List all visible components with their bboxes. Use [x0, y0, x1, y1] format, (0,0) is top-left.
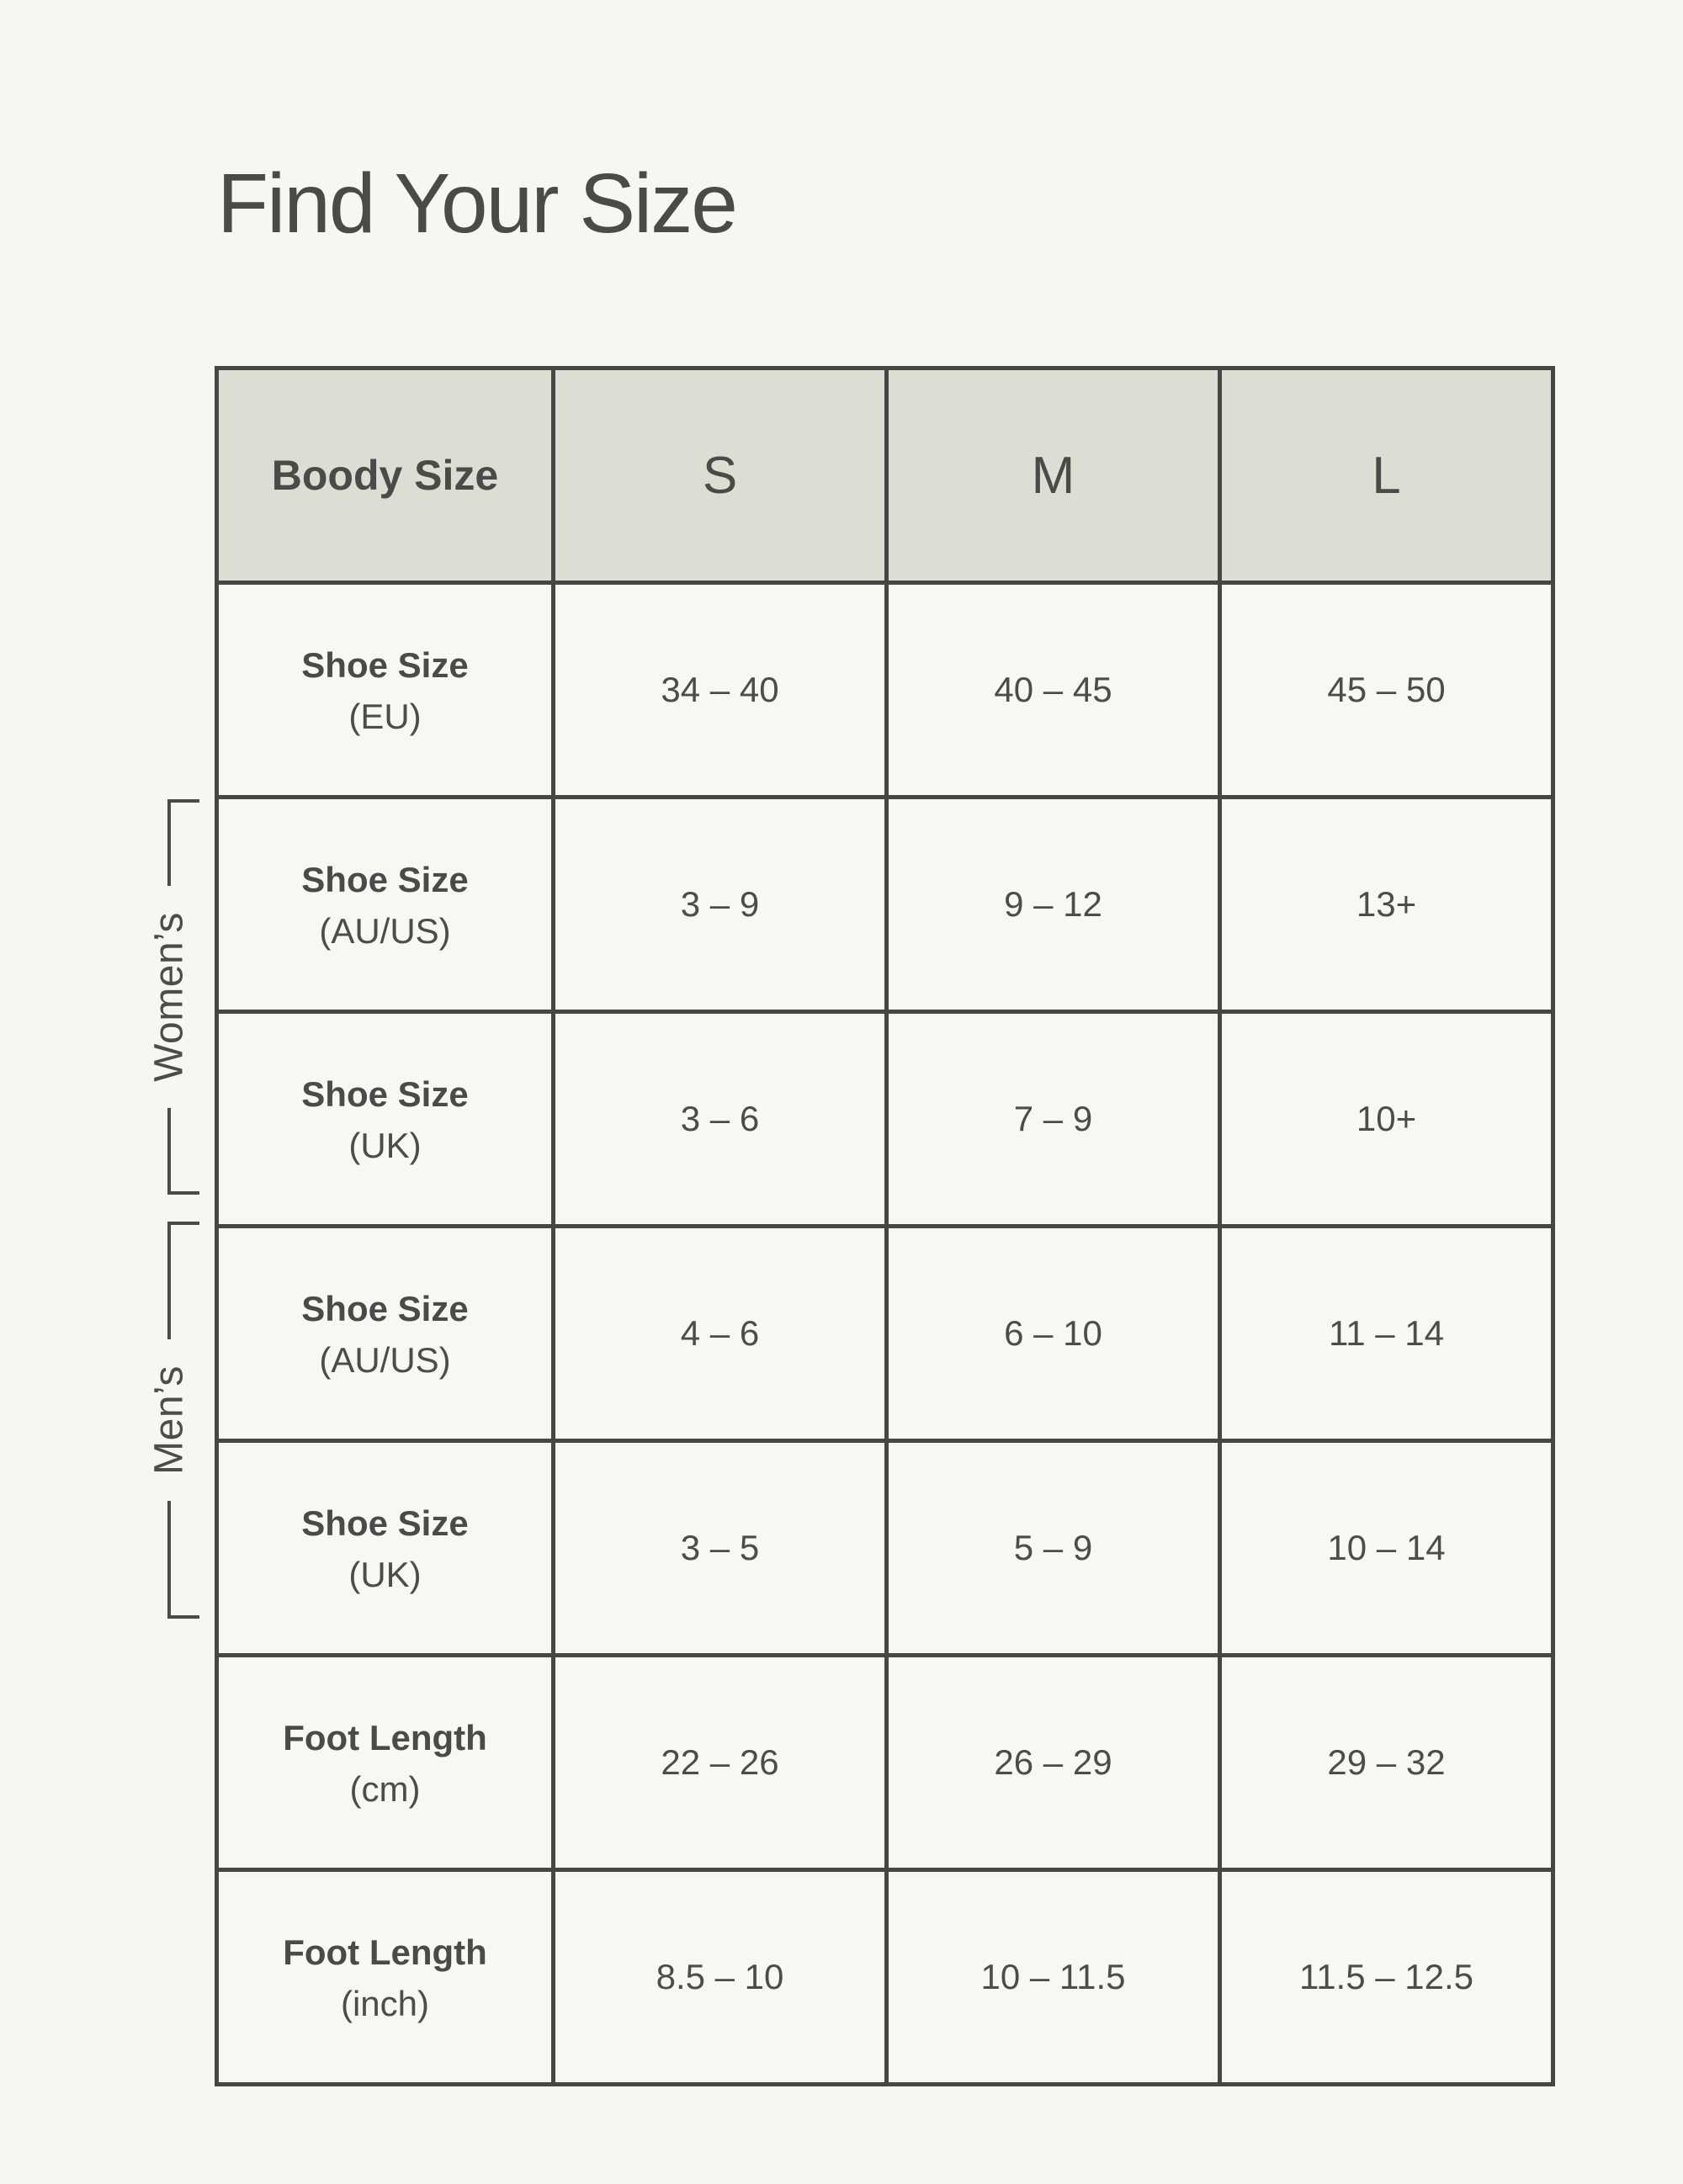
row-header-foot-length-inch: Foot Length (inch) — [215, 1868, 555, 2086]
table-header-row: Boody Size S M L — [215, 366, 1555, 585]
cell-value: 10 – 14 — [1218, 1439, 1555, 1657]
row-sublabel: (inch) — [340, 1984, 430, 2024]
row-header-foot-length-cm: Foot Length (cm) — [215, 1653, 555, 1872]
cell-value: 45 – 50 — [1218, 580, 1555, 799]
column-header-l: L — [1218, 366, 1555, 585]
table-row-foot-length-cm: Foot Length (cm) 22 – 26 26 – 29 29 – 32 — [215, 1653, 1555, 1872]
womens-group-label: Women’s — [146, 912, 192, 1082]
column-header-s: S — [551, 366, 889, 585]
womens-group-bracket: Women’s — [147, 799, 199, 1195]
row-header-mens-shoe-size-au-us: Shoe Size (AU/US) — [215, 1224, 555, 1443]
cell-value: 10+ — [1218, 1010, 1555, 1228]
row-sublabel: (cm) — [349, 1769, 421, 1810]
row-label: Foot Length — [283, 1718, 487, 1758]
cell-value: 11 – 14 — [1218, 1224, 1555, 1443]
mens-bracket-top-tick — [167, 1222, 199, 1225]
mens-group-bracket: Men’s — [147, 1222, 199, 1619]
cell-value: 40 – 45 — [884, 580, 1222, 799]
row-label: Shoe Size — [301, 1074, 469, 1115]
mens-bracket-bottom-line — [167, 1501, 171, 1615]
table-row-mens-shoe-size-uk: Shoe Size (UK) 3 – 5 5 – 9 10 – 14 — [215, 1439, 1555, 1657]
row-sublabel: (UK) — [348, 1555, 422, 1595]
cell-value: 3 – 6 — [551, 1010, 889, 1228]
row-sublabel: (UK) — [348, 1126, 422, 1166]
cell-value: 10 – 11.5 — [884, 1868, 1222, 2086]
mens-group-label: Men’s — [146, 1365, 192, 1475]
mens-bracket-bottom-tick — [167, 1615, 199, 1619]
womens-bracket-bottom-line — [167, 1108, 171, 1191]
cell-value: 29 – 32 — [1218, 1653, 1555, 1872]
cell-value: 4 – 6 — [551, 1224, 889, 1443]
cell-value: 3 – 5 — [551, 1439, 889, 1657]
row-label: Shoe Size — [301, 1503, 469, 1544]
cell-value: 22 – 26 — [551, 1653, 889, 1872]
row-header-shoe-size-eu: Shoe Size (EU) — [215, 580, 555, 799]
row-header-womens-shoe-size-au-us: Shoe Size (AU/US) — [215, 795, 555, 1014]
row-header-mens-shoe-size-uk: Shoe Size (UK) — [215, 1439, 555, 1657]
column-header-boody-size: Boody Size — [215, 366, 555, 585]
womens-bracket-bottom-tick — [167, 1191, 199, 1195]
cell-value: 26 – 29 — [884, 1653, 1222, 1872]
column-header-m: M — [884, 366, 1222, 585]
table-row-womens-shoe-size-au-us: Shoe Size (AU/US) 3 – 9 9 – 12 13+ — [215, 795, 1555, 1014]
cell-value: 5 – 9 — [884, 1439, 1222, 1657]
mens-bracket-top-line — [167, 1225, 171, 1339]
page-title: Find Your Size — [217, 156, 738, 251]
row-label: Shoe Size — [301, 860, 469, 900]
cell-value: 3 – 9 — [551, 795, 889, 1014]
womens-bracket-top-line — [167, 803, 171, 886]
size-chart-table: Boody Size S M L Shoe Size (EU) 34 – 40 … — [215, 366, 1555, 2086]
row-label: Shoe Size — [301, 1289, 469, 1329]
row-sublabel: (AU/US) — [319, 1340, 451, 1381]
row-sublabel: (AU/US) — [319, 911, 451, 952]
row-label: Shoe Size — [301, 645, 469, 686]
cell-value: 9 – 12 — [884, 795, 1222, 1014]
cell-value: 6 – 10 — [884, 1224, 1222, 1443]
row-header-womens-shoe-size-uk: Shoe Size (UK) — [215, 1010, 555, 1228]
cell-value: 8.5 – 10 — [551, 1868, 889, 2086]
table-row-foot-length-inch: Foot Length (inch) 8.5 – 10 10 – 11.5 11… — [215, 1868, 1555, 2086]
cell-value: 11.5 – 12.5 — [1218, 1868, 1555, 2086]
row-label: Foot Length — [283, 1932, 487, 1973]
table-row-womens-shoe-size-uk: Shoe Size (UK) 3 – 6 7 – 9 10+ — [215, 1010, 1555, 1228]
row-sublabel: (EU) — [348, 697, 422, 737]
womens-bracket-top-tick — [167, 799, 199, 803]
cell-value: 13+ — [1218, 795, 1555, 1014]
womens-bracket-label-slot: Women’s — [147, 886, 199, 1108]
cell-value: 7 – 9 — [884, 1010, 1222, 1228]
table-row-mens-shoe-size-au-us: Shoe Size (AU/US) 4 – 6 6 – 10 11 – 14 — [215, 1224, 1555, 1443]
cell-value: 34 – 40 — [551, 580, 889, 799]
mens-bracket-label-slot: Men’s — [147, 1339, 199, 1501]
table-row-shoe-size-eu: Shoe Size (EU) 34 – 40 40 – 45 45 – 50 — [215, 580, 1555, 799]
